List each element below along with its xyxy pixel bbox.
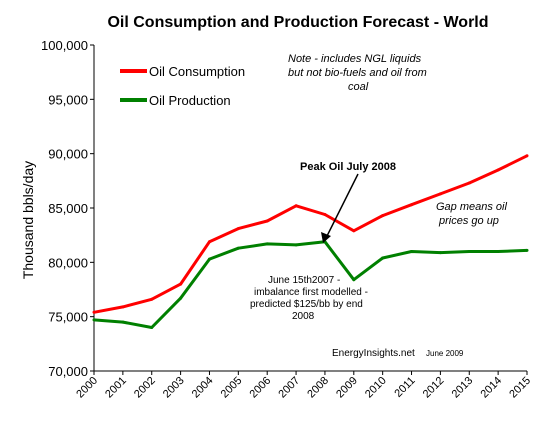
data-point	[467, 181, 471, 185]
x-tick-label: 2010	[363, 375, 389, 401]
series-line-production	[93, 240, 528, 329]
data-point	[121, 320, 125, 324]
data-point	[381, 214, 385, 218]
peak-oil-arrowhead	[321, 232, 331, 243]
series-lines	[92, 154, 529, 329]
data-point	[92, 310, 96, 314]
series-line-consumption	[93, 154, 528, 314]
data-point	[179, 282, 183, 286]
source-label: EnergyInsights.net	[332, 348, 415, 359]
data-point	[467, 250, 471, 253]
data-point	[265, 219, 269, 223]
y-tick-label: 75,000	[48, 310, 88, 325]
data-point	[236, 227, 240, 231]
y-tick-label: 100,000	[41, 38, 88, 53]
x-tick-label: 2014	[478, 375, 504, 401]
data-point	[92, 318, 96, 322]
legend: Oil Consumption Oil Production	[120, 64, 245, 108]
y-tick-label: 80,000	[48, 255, 88, 270]
x-tick-label: 2011	[392, 375, 417, 400]
peak-oil-annotation: Peak Oil July 2008	[300, 161, 396, 173]
y-ticks: 70,000 75,000 80,000 85,000 90,000 95,000 100,…	[41, 38, 94, 379]
data-point	[208, 240, 211, 244]
y-tick-label: 70,000	[48, 364, 88, 379]
x-ticks: 2000 2001 2002 2003 2004 2005 2006 2007 2008 2009…	[74, 371, 533, 400]
data-point	[525, 248, 529, 252]
data-point	[265, 242, 269, 246]
x-tick-label: 2004	[190, 375, 216, 401]
june-line-4: 2008	[292, 311, 315, 322]
source-date: June 2009	[426, 349, 464, 358]
x-tick-label: 2003	[161, 375, 187, 401]
gap-line-1: Gap means oil	[436, 201, 507, 213]
gap-line-2: prices go up	[438, 215, 499, 227]
note-annotation: Note - includes NGL liquids but not bio-…	[288, 53, 427, 93]
data-point	[352, 229, 356, 233]
data-point	[208, 257, 211, 261]
note-line-1: Note - includes NGL liquids	[288, 53, 422, 65]
data-point	[438, 251, 442, 255]
x-tick-label: 2012	[421, 375, 447, 401]
data-point	[381, 256, 385, 260]
note-line-2: but not bio-fuels and oil from	[288, 67, 427, 79]
chart-title: Oil Consumption and Production Forecast …	[107, 14, 488, 31]
data-point	[294, 243, 298, 247]
x-tick-label: 2006	[248, 375, 274, 401]
data-point	[323, 213, 327, 216]
june-line-3: predicted $125/bb by end	[250, 299, 363, 310]
data-point	[121, 305, 125, 309]
peak-oil-arrow	[325, 173, 359, 239]
legend-label-consumption: Oil Consumption	[149, 64, 245, 79]
june-line-2: imbalance first modelled -	[254, 287, 368, 298]
y-axis-label: Thousand bbls/day	[20, 161, 36, 279]
data-point	[150, 297, 154, 301]
x-tick-label: 2015	[507, 375, 533, 401]
x-tick-label: 2007	[276, 375, 302, 401]
x-tick-label: 2013	[450, 375, 476, 401]
data-point	[410, 250, 413, 253]
data-point	[352, 278, 356, 282]
gap-annotation: Gap means oil prices go up	[436, 201, 507, 227]
june-annotation: June 15th2007 - imbalance first modelled…	[250, 275, 368, 322]
x-tick-label: 2008	[305, 375, 331, 401]
data-point	[294, 204, 298, 208]
data-point	[150, 326, 154, 329]
data-point	[236, 246, 240, 250]
x-tick-label: 2002	[132, 375, 158, 401]
x-tick-label: 2005	[219, 375, 245, 401]
y-tick-label: 95,000	[48, 92, 88, 107]
x-tick-label: 2009	[334, 375, 360, 401]
data-point	[496, 168, 500, 172]
y-tick-label: 85,000	[48, 201, 88, 216]
legend-label-production: Oil Production	[149, 93, 231, 108]
y-tick-label: 90,000	[48, 147, 88, 162]
data-point	[525, 154, 529, 158]
x-tick-label: 2001	[103, 375, 129, 401]
note-line-3: coal	[348, 81, 369, 93]
june-line-1: June 15th2007 -	[268, 275, 340, 286]
data-point	[496, 250, 500, 253]
data-point	[410, 203, 413, 207]
data-point	[438, 192, 442, 196]
data-point	[179, 296, 183, 300]
